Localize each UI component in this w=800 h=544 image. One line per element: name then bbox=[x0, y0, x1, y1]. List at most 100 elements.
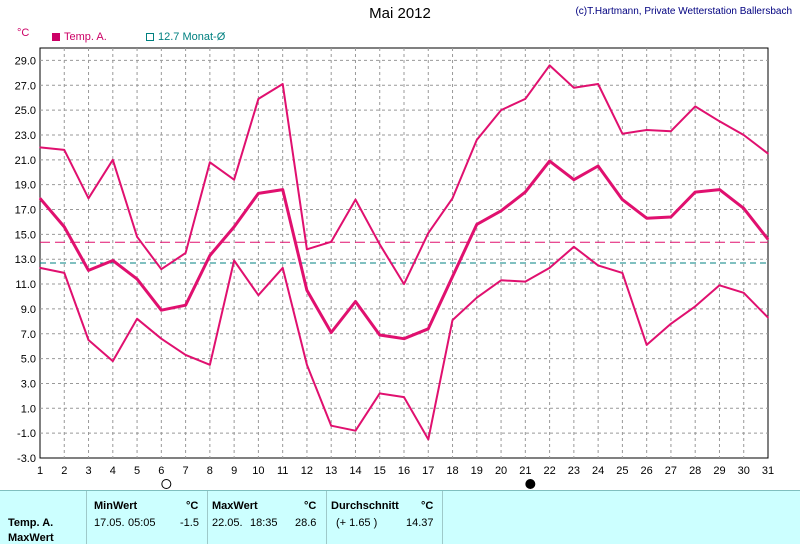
data-point-mean bbox=[694, 191, 696, 193]
x-tick-label: 9 bbox=[231, 465, 237, 477]
data-point-min bbox=[427, 438, 430, 441]
data-point-min bbox=[524, 280, 527, 283]
data-point-min bbox=[136, 318, 138, 320]
data-point-mean bbox=[257, 192, 260, 195]
data-point-min bbox=[718, 284, 721, 287]
x-tick-label: 8 bbox=[207, 465, 213, 477]
new-moon-icon bbox=[161, 479, 172, 489]
x-tick-label: 18 bbox=[446, 465, 458, 477]
data-point-max bbox=[39, 146, 41, 149]
data-point-max bbox=[257, 98, 260, 100]
data-point-mean bbox=[354, 300, 357, 303]
data-point-max bbox=[718, 120, 721, 123]
x-tick-label: 1 bbox=[37, 465, 43, 477]
y-tick-label: 23.0 bbox=[15, 130, 36, 142]
data-point-max bbox=[403, 283, 405, 285]
x-tick-label: 4 bbox=[110, 465, 116, 477]
data-point-min bbox=[476, 296, 478, 299]
y-tick-label: 27.0 bbox=[15, 80, 36, 92]
y-tick-label: 19.0 bbox=[15, 180, 36, 192]
data-point-min bbox=[306, 364, 308, 366]
data-point-mean bbox=[548, 160, 551, 162]
y-tick-label: 1.0 bbox=[21, 403, 36, 415]
x-tick-label: 29 bbox=[713, 465, 725, 477]
y-tick-label: 3.0 bbox=[21, 378, 36, 390]
x-tick-label: 6 bbox=[158, 465, 164, 477]
data-point-min bbox=[233, 259, 235, 262]
table-divider bbox=[207, 491, 208, 544]
data-point-mean bbox=[233, 226, 235, 228]
y-tick-label: 13.0 bbox=[15, 254, 36, 266]
avg-unit: °C bbox=[421, 500, 434, 512]
data-point-mean bbox=[403, 337, 405, 340]
y-tick-label: 7.0 bbox=[21, 329, 36, 341]
data-point-min bbox=[63, 272, 66, 274]
x-tick-label: 15 bbox=[374, 465, 386, 477]
data-point-mean bbox=[378, 334, 381, 336]
row-label-maxwert: MaxWert bbox=[8, 532, 54, 544]
y-tick-label: 9.0 bbox=[21, 304, 36, 316]
y-tick-label: -3.0 bbox=[17, 453, 36, 465]
data-point-max bbox=[451, 197, 454, 200]
y-tick-label: 21.0 bbox=[15, 155, 36, 167]
data-point-mean bbox=[524, 191, 527, 193]
data-point-mean bbox=[621, 198, 624, 201]
data-point-min bbox=[281, 267, 284, 269]
x-tick-label: 19 bbox=[471, 465, 483, 477]
data-point-mean bbox=[112, 259, 114, 262]
data-point-min bbox=[694, 305, 696, 308]
data-point-min bbox=[670, 323, 672, 325]
x-tick-label: 22 bbox=[543, 465, 555, 477]
x-tick-label: 26 bbox=[641, 465, 653, 477]
min-header: MinWert bbox=[94, 500, 138, 512]
data-point-mean bbox=[573, 178, 575, 181]
x-tick-label: 10 bbox=[252, 465, 264, 477]
data-point-min bbox=[209, 364, 211, 366]
data-point-min bbox=[257, 294, 260, 297]
data-point-mean bbox=[645, 217, 648, 220]
data-point-min bbox=[39, 267, 41, 269]
data-point-mean bbox=[767, 238, 769, 241]
data-point-max bbox=[330, 241, 333, 243]
data-point-max bbox=[548, 64, 551, 67]
min-date: 17.05. bbox=[94, 517, 125, 529]
data-point-min bbox=[573, 245, 575, 248]
table-divider bbox=[442, 491, 443, 544]
data-point-max bbox=[427, 232, 430, 234]
data-point-max bbox=[233, 178, 235, 181]
data-point-mean bbox=[209, 254, 211, 257]
x-tick-label: 28 bbox=[689, 465, 701, 477]
y-tick-label: 29.0 bbox=[15, 55, 36, 67]
data-point-min bbox=[645, 344, 648, 346]
y-tick-label: 5.0 bbox=[21, 354, 36, 366]
temperature-chart: 29.027.025.023.021.019.017.015.013.011.0… bbox=[15, 47, 774, 489]
data-point-min bbox=[500, 279, 502, 282]
data-point-max bbox=[524, 98, 527, 100]
data-point-mean bbox=[281, 188, 284, 191]
data-point-max bbox=[136, 236, 138, 238]
data-point-max bbox=[694, 105, 696, 108]
data-point-max bbox=[184, 252, 187, 254]
data-point-mean bbox=[136, 278, 138, 280]
x-tick-label: 16 bbox=[398, 465, 410, 477]
x-tick-label: 25 bbox=[616, 465, 628, 477]
data-point-min bbox=[767, 316, 769, 319]
data-point-min bbox=[112, 360, 114, 362]
x-tick-label: 24 bbox=[592, 465, 604, 477]
data-point-max bbox=[112, 159, 114, 161]
data-point-max bbox=[87, 197, 90, 200]
data-point-max bbox=[767, 152, 769, 155]
avg-value: 14.37 bbox=[406, 517, 434, 529]
legend-item-temp: Temp. A. bbox=[52, 31, 107, 43]
y-tick-label: 17.0 bbox=[15, 205, 36, 217]
data-point-max bbox=[354, 198, 357, 201]
avg-header: Durchschnitt bbox=[331, 500, 399, 512]
data-point-mean bbox=[330, 331, 333, 334]
min-time: 05:05 bbox=[128, 517, 156, 529]
max-header: MaxWert bbox=[212, 500, 258, 512]
max-time: 18:35 bbox=[250, 517, 278, 529]
data-point-min bbox=[548, 267, 551, 269]
max-unit: °C bbox=[304, 500, 317, 512]
data-point-mean bbox=[306, 289, 308, 292]
data-point-min bbox=[378, 392, 381, 395]
